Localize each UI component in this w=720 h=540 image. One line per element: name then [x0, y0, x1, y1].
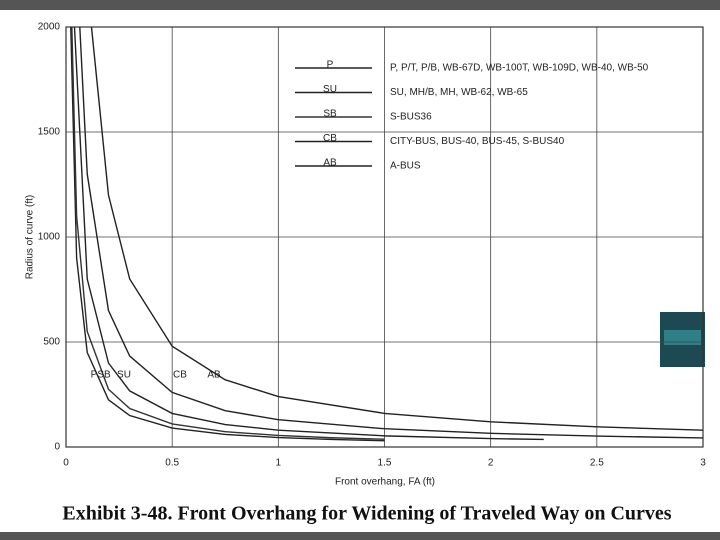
legend-description: A-BUS — [390, 161, 421, 172]
plot-frame — [65, 26, 704, 448]
curve-label: P — [91, 370, 98, 381]
curve-label: CB — [173, 370, 187, 381]
x-tick-label: 2.5 — [590, 458, 604, 469]
legend-description: S-BUS36 — [390, 112, 432, 123]
caption: Exhibit 3-48. Front Overhang for Widenin… — [62, 503, 671, 525]
legend-description: SU, MH/B, MH, WB-62, WB-65 — [390, 87, 528, 98]
curve-label: SU — [117, 370, 131, 381]
series-line — [90, 26, 704, 431]
y-tick-label: 0 — [54, 442, 60, 453]
legend-name: SU — [323, 84, 337, 95]
y-tick-label: 1000 — [38, 232, 61, 243]
series-line — [79, 26, 704, 439]
x-tick-label: 0.5 — [165, 458, 179, 469]
x-axis-label: Front overhang, FA (ft) — [335, 477, 435, 488]
x-tick-label: 0 — [63, 458, 69, 469]
legend-name: SB — [323, 109, 337, 120]
x-tick-label: 3 — [700, 458, 706, 469]
legend-name: P — [327, 60, 334, 71]
curve-label: AB — [207, 370, 221, 381]
thumbnail-detail — [664, 330, 701, 345]
legend-name: AB — [323, 158, 337, 169]
x-tick-label: 1.5 — [378, 458, 392, 469]
top-bar — [0, 0, 720, 10]
legend-description: CITY-BUS, BUS-40, BUS-45, S-BUS40 — [390, 136, 565, 147]
series-line — [71, 26, 385, 440]
legend-description: P, P/T, P/B, WB-67D, WB-100T, WB-109D, W… — [390, 63, 649, 74]
series-line — [70, 26, 385, 442]
y-tick-label: 1500 — [38, 127, 61, 138]
curve-label: SB — [97, 370, 111, 381]
y-tick-label: 2000 — [38, 22, 61, 33]
x-tick-label: 2 — [488, 458, 494, 469]
bottom-bar — [0, 532, 720, 540]
x-tick-label: 1 — [276, 458, 282, 469]
legend-name: CB — [323, 133, 337, 144]
y-axis-label: Radius of curve (ft) — [25, 195, 36, 279]
series-line — [73, 26, 544, 441]
y-tick-label: 500 — [43, 337, 60, 348]
